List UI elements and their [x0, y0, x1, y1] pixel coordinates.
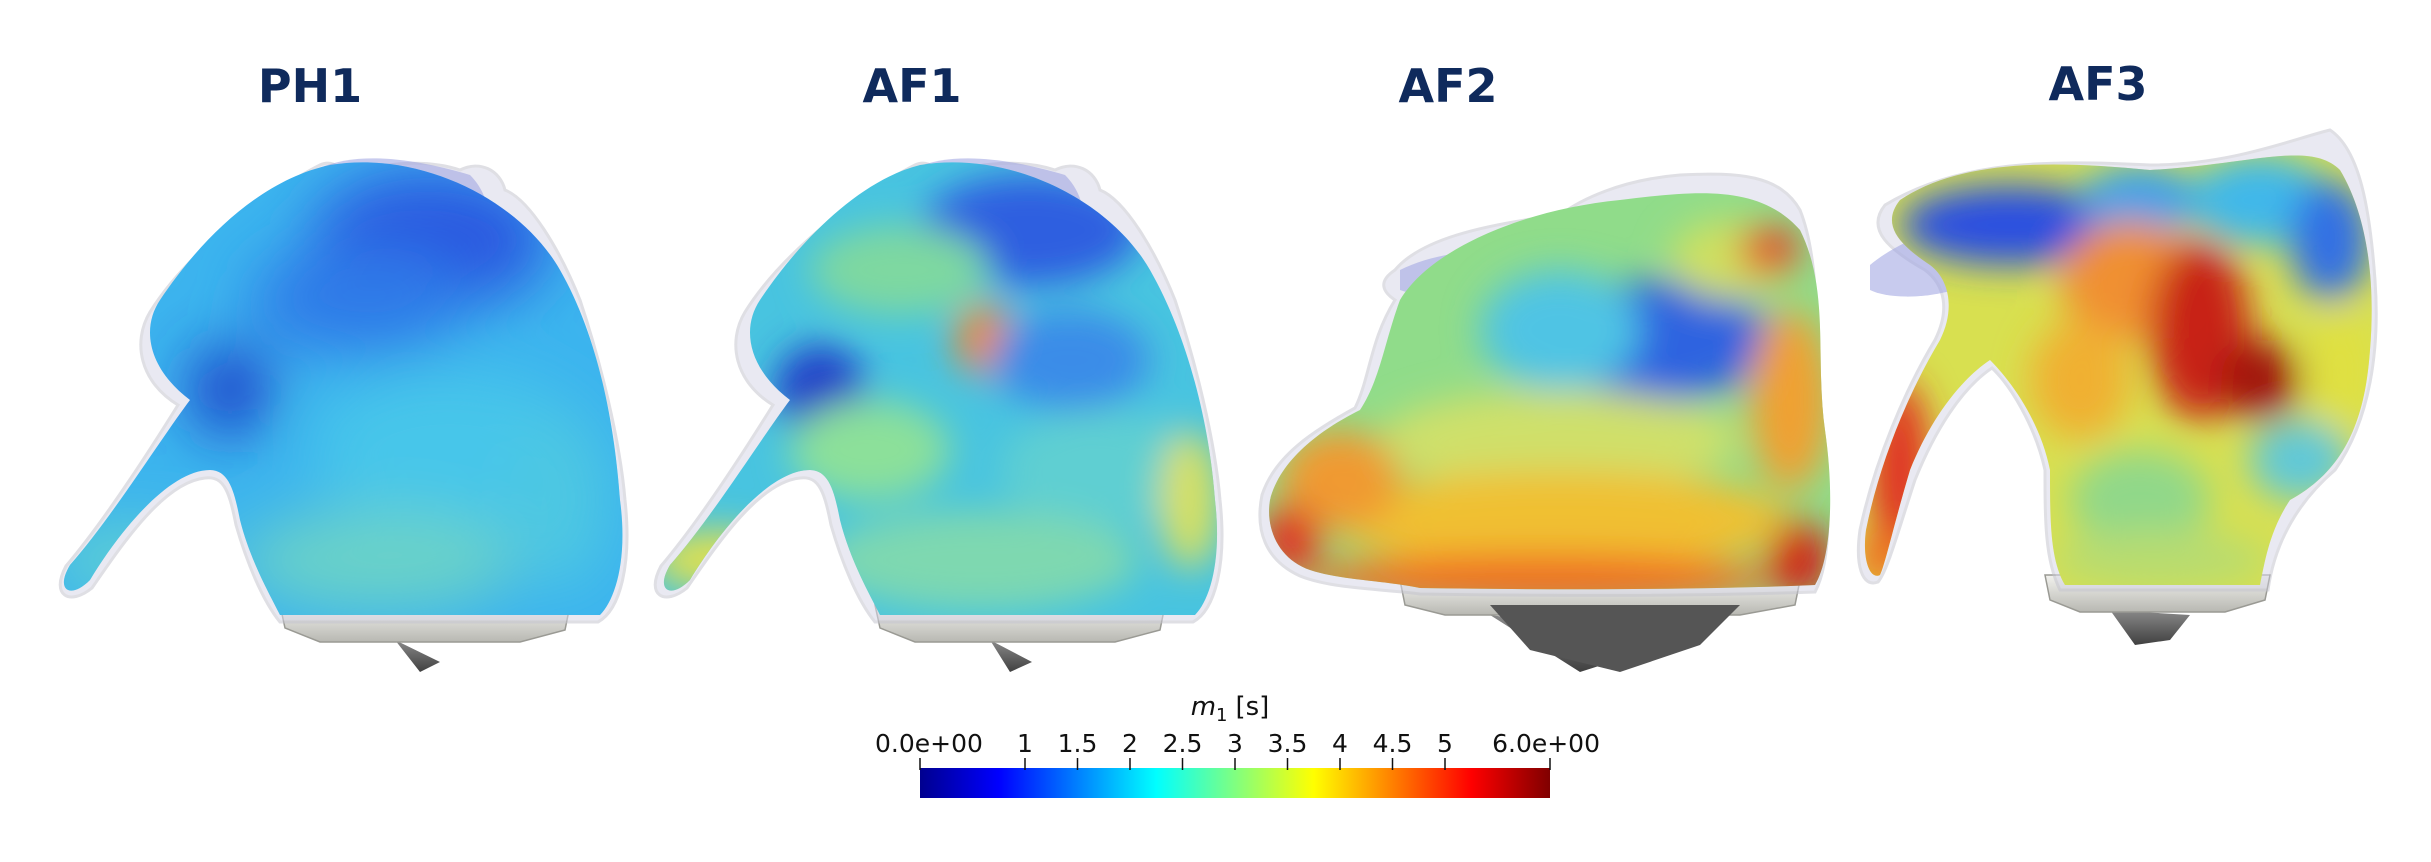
valve-opening [1490, 605, 1740, 672]
colorbar-tick-label: 3.5 [1268, 729, 1308, 758]
panel-af2: AF2 [1258, 59, 1831, 672]
panel-ph1: PH1 [58, 59, 629, 672]
colorbar-tick-label: 2 [1122, 729, 1138, 758]
heat-field [1269, 193, 1831, 590]
heat-field [1864, 155, 2372, 585]
valve-cone [395, 640, 440, 672]
colorbar-tick-label: 1 [1017, 729, 1033, 758]
heat-field [663, 162, 1218, 616]
panel-af1: AF1 [653, 59, 1224, 672]
colorbar-ticks: 0.0e+00 1 1.5 2 2.5 3 3.5 4 4.5 5 6.0e+00 [875, 729, 1600, 770]
colorbar-tick-label: 3 [1227, 729, 1243, 758]
valve-cone [990, 640, 1032, 672]
panel-title-af3: AF3 [2048, 57, 2147, 111]
panel-af3: AF3 [1856, 57, 2378, 645]
colorbar-tick-label: 6.0e+00 [1492, 729, 1600, 758]
colorbar-gradient [920, 768, 1550, 798]
colorbar-tick-label: 4.5 [1373, 729, 1413, 758]
panel-title-af2: AF2 [1398, 59, 1497, 113]
colorbar-title: m1 [s] [1191, 692, 1270, 726]
panel-title-ph1: PH1 [258, 59, 362, 113]
colorbar: m1 [s] 0.0e+00 1 1.5 2 2.5 3 3.5 4 4.5 5 6.0e+00 [875, 692, 1600, 798]
panel-title-af1: AF1 [862, 59, 961, 113]
colorbar-tick-label: 1.5 [1058, 729, 1098, 758]
colorbar-tick-label: 2.5 [1163, 729, 1203, 758]
heat-field [63, 162, 623, 616]
colorbar-tick-label: 5 [1437, 729, 1453, 758]
colorbar-tick-label: 4 [1332, 729, 1348, 758]
colorbar-tick-label: 0.0e+00 [875, 729, 983, 758]
valve-cone [2110, 610, 2190, 645]
